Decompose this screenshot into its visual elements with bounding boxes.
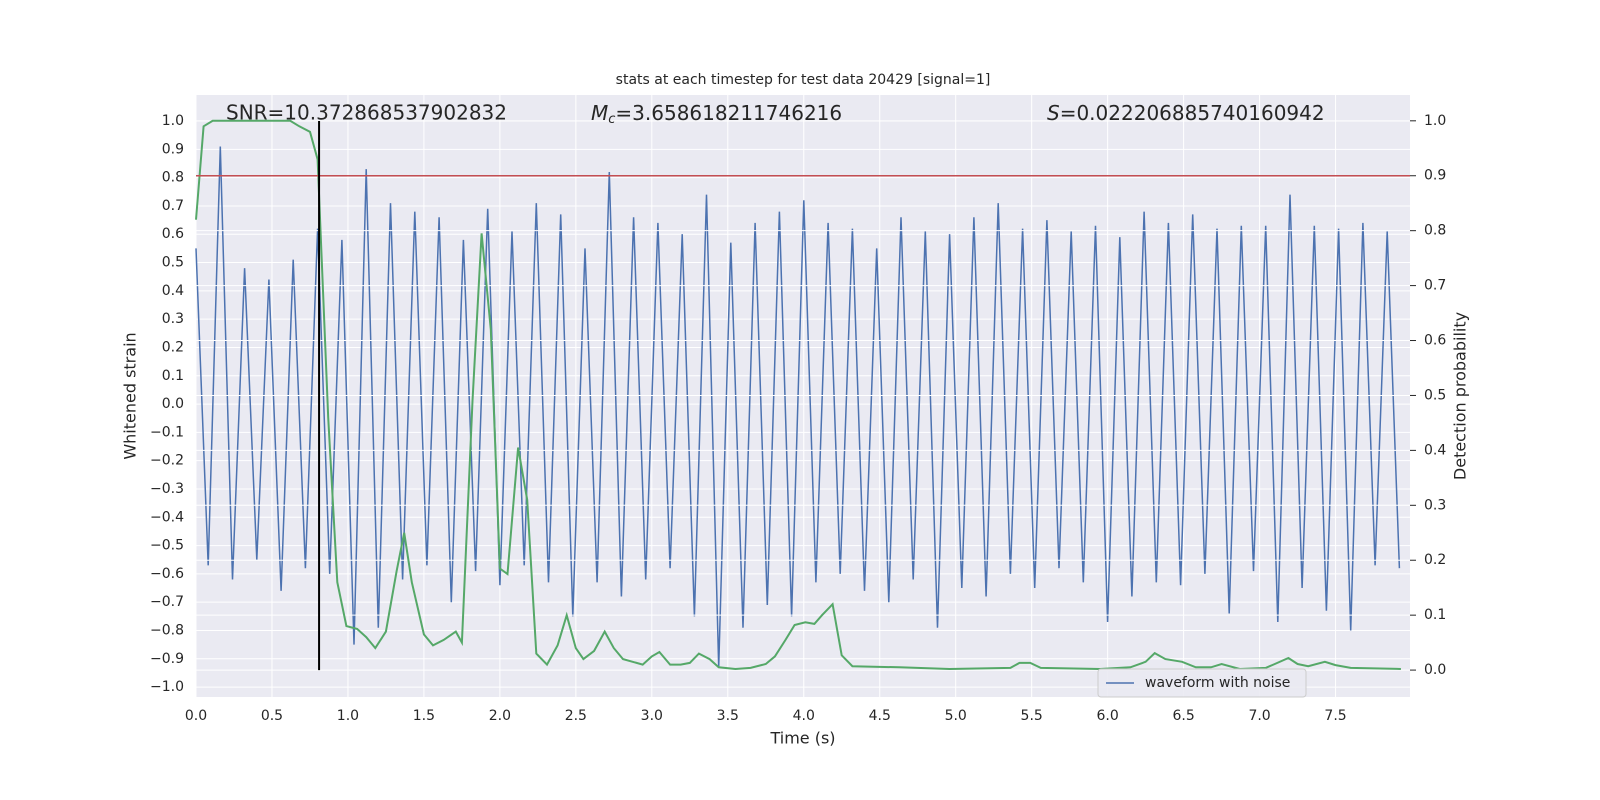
- x-tick-label: 6.5: [1172, 708, 1194, 724]
- x-tick-label: 7.0: [1248, 708, 1270, 724]
- x-tick-label: 3.0: [641, 708, 663, 724]
- y-tick-label: −0.1: [150, 424, 184, 440]
- x-tick-label: 5.5: [1021, 708, 1043, 724]
- grid: [195, 95, 1410, 697]
- x-tick-label: 2.0: [489, 708, 511, 724]
- plot-area: [196, 95, 1410, 697]
- y-tick-label: 0.5: [162, 255, 184, 271]
- overlay: waveform with noise: [195, 119, 1410, 698]
- x-tick-label: 6.0: [1097, 708, 1119, 724]
- y2-tick-label: 0.0: [1424, 662, 1446, 678]
- y-tick-label: −0.8: [150, 622, 184, 638]
- legend-box: [1097, 668, 1307, 698]
- mc-value: =3.658618211746216: [615, 101, 842, 125]
- x-tick-label: 3.5: [717, 708, 739, 724]
- series-line: [195, 119, 1401, 671]
- y2-tick-label: 0.5: [1424, 387, 1446, 403]
- y2-tick-label: 0.8: [1424, 223, 1446, 239]
- y2-tick-label: 0.4: [1424, 442, 1446, 458]
- mc-subscript: c: [608, 112, 615, 127]
- y2-tick-label: 0.7: [1424, 278, 1446, 294]
- y-tick-label: 0.6: [162, 226, 184, 242]
- y-tick-label: −0.9: [150, 651, 184, 667]
- y2-tick-label: 1.0: [1424, 113, 1446, 129]
- y2-tick-label: 0.9: [1424, 168, 1446, 184]
- y-tick-label: 0.2: [162, 339, 184, 355]
- y-tick-label: −0.4: [150, 509, 184, 525]
- s-value: =0.022206885740160942: [1060, 101, 1325, 125]
- y-tick-label: −0.5: [150, 538, 184, 554]
- mc-annotation: Mc=3.658618211746216: [591, 101, 842, 127]
- x-tick-label: 0.0: [185, 708, 207, 724]
- chart-title: stats at each timestep for test data 204…: [616, 72, 991, 88]
- x-axis-label: Time (s): [769, 729, 835, 748]
- y-tick-label: 0.1: [162, 368, 184, 384]
- y-tick-label: −0.6: [150, 566, 184, 582]
- x-tick-label: 1.0: [337, 708, 359, 724]
- x-tick-label: 7.5: [1324, 708, 1346, 724]
- marks: [195, 146, 1401, 668]
- y-tick-label: 0.3: [162, 311, 184, 327]
- y-tick-label: 0.4: [162, 283, 184, 299]
- series-line: [195, 146, 1401, 668]
- y-tick-label: 0.0: [162, 396, 184, 412]
- y-tick-label: −0.7: [150, 594, 184, 610]
- x-tick-label: 4.5: [869, 708, 891, 724]
- y-tick-label: 0.7: [162, 198, 184, 214]
- y2-tick-label: 0.3: [1424, 497, 1446, 513]
- x-tick-label: 2.5: [565, 708, 587, 724]
- s-annotation: S=0.022206885740160942: [1047, 101, 1325, 125]
- y2-axis-label: Detection probability: [1451, 312, 1470, 480]
- y-tick-label: −0.3: [150, 481, 184, 497]
- x-tick-label: 1.5: [413, 708, 435, 724]
- mc-symbol: M: [591, 101, 608, 125]
- y-tick-label: 0.9: [162, 141, 184, 157]
- x-tick-label: 4.0: [793, 708, 815, 724]
- legend-label: waveform with noise: [1145, 675, 1290, 691]
- y-tick-label: 0.8: [162, 170, 184, 186]
- y2-tick-label: 0.6: [1424, 333, 1446, 349]
- y-axis-label: Whitened strain: [121, 332, 140, 459]
- y-tick-label: −1.0: [150, 679, 184, 695]
- y-tick-label: 1.0: [162, 113, 184, 129]
- y2-tick-label: 0.2: [1424, 552, 1446, 568]
- x-tick-label: 0.5: [261, 708, 283, 724]
- x-tick-label: 5.0: [945, 708, 967, 724]
- y2-tick-label: 0.1: [1424, 607, 1446, 623]
- snr-annotation: SNR=10.372868537902832: [226, 101, 507, 125]
- y-tick-label: −0.2: [150, 453, 184, 469]
- s-symbol: S: [1047, 101, 1060, 125]
